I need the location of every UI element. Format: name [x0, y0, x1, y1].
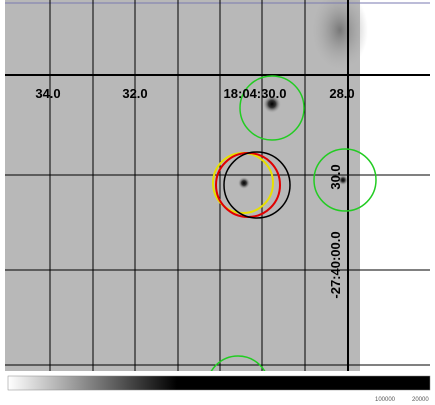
ra-label: 34.0 [35, 86, 60, 101]
dec-label: -27:40:00.0 [328, 231, 343, 298]
ra-label: 18:04:30.0 [224, 86, 287, 101]
dec-label: 30.0 [328, 164, 343, 189]
ra-label: 32.0 [122, 86, 147, 101]
image-viewer: 34.0 32.0 18:04:30.0 28.0 30.0 -27:40:00… [0, 0, 435, 405]
colorbar-label: 20000 [412, 397, 429, 403]
sky-image [0, 0, 435, 405]
colorbar [8, 376, 430, 390]
ra-label: 28.0 [329, 86, 354, 101]
colorbar-label: 100000 [375, 397, 396, 403]
